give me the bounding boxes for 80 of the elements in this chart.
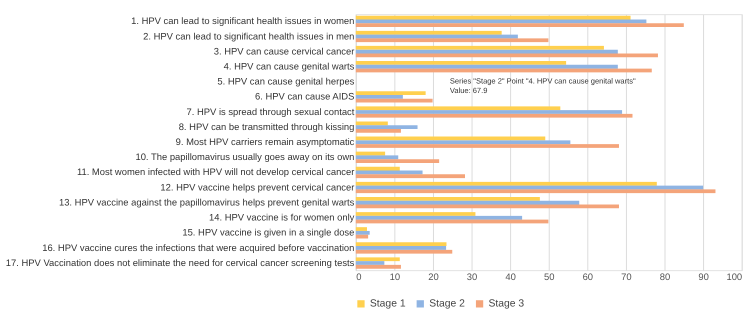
bar <box>356 64 618 69</box>
annotation: Series "Stage 2" Point "4. HPV can cause genital warts" Value: 67.9 <box>450 76 636 96</box>
y-tick-label: 14. HPV vaccine is for women only <box>209 212 355 223</box>
bar <box>356 68 652 72</box>
bar <box>356 200 580 205</box>
y-tick-label: 8. HPV can be transmitted through kissing <box>178 120 354 132</box>
bar <box>356 38 548 42</box>
y-tick-label: 17. HPV Vaccination does not eliminate the need for cervical cancer screening tests <box>6 256 355 268</box>
bar <box>356 46 604 50</box>
bar <box>356 95 403 99</box>
legend-label: Stage 3 <box>488 298 524 310</box>
y-tick-label: 13. HPV vaccine against the papillomavirus helps prevent genital warts <box>58 196 355 208</box>
y-tick-label: 5. HPV can cause genital herpes <box>217 76 355 87</box>
bar <box>356 152 386 156</box>
x-tick-label: 60 <box>582 271 594 282</box>
bar <box>356 91 426 95</box>
bar <box>356 182 657 186</box>
y-tick-label: 12. HPV vaccine helps prevent cervical cancer <box>160 181 354 192</box>
bar <box>356 216 522 220</box>
bar <box>356 125 418 129</box>
bar <box>356 220 548 224</box>
y-tick-label: 16. HPV vaccine cures the infections that were acquired before vaccination <box>42 242 354 253</box>
bar <box>356 186 704 190</box>
x-tick-label: 50 <box>544 271 554 282</box>
bar <box>356 264 401 269</box>
bar <box>356 144 619 148</box>
bar <box>356 174 466 178</box>
x-tick-label: 40 <box>505 271 516 282</box>
y-tick-label: 6. HPV can cause AIDS <box>255 90 354 102</box>
x-tick-label: 100 <box>726 271 742 282</box>
x-tick-label: 90 <box>698 271 709 282</box>
bar <box>356 212 476 216</box>
bar <box>356 257 400 262</box>
bar <box>356 50 618 54</box>
bar <box>356 110 622 114</box>
x-tick-label: 10 <box>390 271 400 282</box>
bar <box>356 204 619 208</box>
y-tick-label: 11. Most women infected with HPV will not develop cervical cancer <box>76 166 354 178</box>
bar <box>356 242 446 246</box>
bar <box>356 23 684 28</box>
bar <box>356 166 400 171</box>
x-tick-label: 70 <box>621 271 632 282</box>
bar <box>356 121 388 126</box>
bar <box>356 128 401 133</box>
bar <box>356 34 518 38</box>
legend-label: Stage 2 <box>429 298 466 310</box>
bar <box>356 30 502 35</box>
bar <box>356 159 440 163</box>
x-tick-label: 80 <box>660 271 670 282</box>
bar <box>356 98 433 103</box>
bar <box>356 136 546 140</box>
legend-label: Stage 1 <box>370 298 406 310</box>
bar <box>356 155 398 160</box>
bar <box>356 16 631 20</box>
y-tick-label: 1. HPV can lead to significant health issues in women <box>131 15 354 26</box>
y-tick-label: 10. The papillomavirus usually goes away on its own <box>135 151 354 162</box>
bar <box>356 230 370 235</box>
bar <box>356 53 658 58</box>
bar <box>356 234 368 238</box>
bar <box>356 140 570 144</box>
bar <box>356 106 560 110</box>
y-tick-label: 15. HPV vaccine is given in a single dose <box>182 226 354 238</box>
bar <box>356 61 566 65</box>
bar <box>356 261 384 265</box>
y-tick-label: 7. HPV is spread through sexual contact <box>186 106 355 117</box>
bar <box>356 246 446 250</box>
bar <box>356 189 716 194</box>
bar <box>356 170 423 174</box>
bar <box>356 19 646 24</box>
x-tick-label: 30 <box>466 271 478 282</box>
bar <box>356 114 632 118</box>
bar <box>356 250 452 254</box>
y-tick-label: 9. Most HPV carriers remain asymptomatic <box>176 136 355 148</box>
y-tick-label: 3. HPV can cause cervical cancer <box>214 45 354 56</box>
y-tick-label: 4. HPV can cause genital warts <box>224 60 355 72</box>
y-tick-label: 2. HPV can lead to significant health issues in men <box>143 30 354 42</box>
x-tick-label: 20 <box>428 271 439 282</box>
bar <box>356 227 367 231</box>
bar <box>356 196 540 201</box>
x-tick-label: 0 <box>356 271 362 282</box>
